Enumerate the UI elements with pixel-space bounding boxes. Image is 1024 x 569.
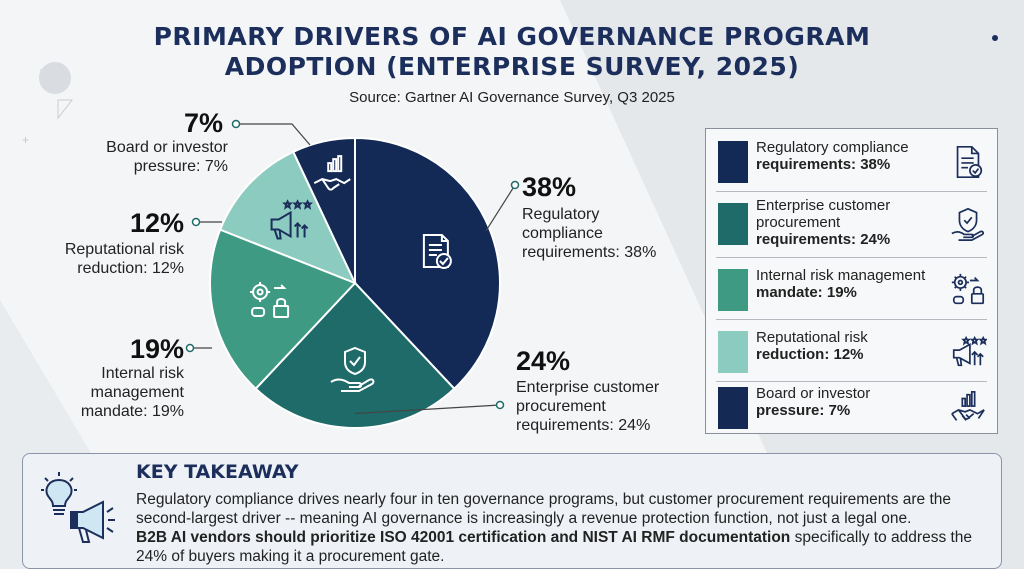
leader-dot-regulatory: [510, 180, 520, 190]
chart-title: PRIMARY DRIVERS OF AI GOVERNANCE PROGRAM…: [0, 22, 1024, 82]
slice-label-enterprise: Enterprise customer procurement requirem…: [516, 379, 660, 434]
slice-label-internal: Internal risk management mandate: 19%: [80, 365, 184, 420]
takeaway-title: KEY TAKEAWAY: [136, 461, 299, 483]
legend-swatch: [718, 387, 748, 429]
slice-pct-reputational: 12%: [130, 208, 185, 238]
slice-label-board: Board or investor pressure: 7%: [106, 139, 228, 175]
takeaway-body: Regulatory compliance drives nearly four…: [136, 491, 973, 565]
chart-legend: Regulatory compliance requirements: 38% E…: [705, 128, 998, 434]
leader-dot-board: [231, 119, 241, 129]
shield-hand-icon: [951, 207, 985, 242]
handshake-chart-icon: [951, 390, 985, 421]
pie-slice-enterprise: [254, 281, 456, 429]
gear-lock-icon: [250, 281, 290, 318]
slice-pct-board: 7%: [184, 108, 224, 138]
pie-slice-board: [291, 136, 356, 284]
svg-text:+: +: [22, 133, 29, 147]
legend-divider: [716, 381, 987, 382]
title-line-2: ADOPTION (ENTERPRISE SURVEY, 2025): [224, 52, 800, 81]
legend-divider: [716, 257, 987, 258]
shield-hand-icon: [330, 346, 375, 392]
key-takeaway-box: KEY TAKEAWAY Regulatory compliance drive…: [22, 453, 1002, 569]
legend-swatch: [718, 203, 748, 245]
slice-pct-regulatory: 38%: [522, 172, 577, 202]
legend-swatch: [718, 331, 748, 373]
leader-dot-internal: [185, 343, 195, 353]
legend-item-regulatory: Regulatory compliance requirements: 38%: [706, 133, 997, 191]
pie-slice-reputational: [218, 150, 357, 285]
legend-item-enterprise: Enterprise customer procurement requiremen…: [706, 195, 997, 253]
legend-swatch: [718, 141, 748, 183]
pie-slice-regulatory: [354, 136, 501, 391]
slice-label-reputational: Reputational risk reduction: 12%: [64, 241, 184, 277]
leader-dot-enterprise: [495, 400, 505, 410]
legend-item-internal: Internal risk management mandate: 19%: [706, 261, 997, 319]
legend-item-board: Board or investor pressure: 7%: [706, 379, 997, 437]
leader-line-regulatory: [485, 184, 516, 232]
legend-divider: [716, 319, 987, 320]
legend-divider: [716, 191, 987, 192]
document-check-icon: [422, 233, 452, 269]
slice-pct-internal: 19%: [130, 334, 185, 364]
document-check-icon: [956, 145, 983, 179]
lightbulb-megaphone-icon: [41, 472, 115, 543]
slice-pct-enterprise: 24%: [516, 346, 571, 376]
title-line-1: PRIMARY DRIVERS OF AI GOVERNANCE PROGRAM: [153, 22, 871, 51]
gear-lock-icon: [951, 273, 985, 305]
handshake-chart-icon: [313, 155, 351, 191]
leader-dot-reputational: [191, 217, 201, 227]
legend-item-reputational: Reputational risk reduction: 12%: [706, 323, 997, 381]
leader-line-board: [236, 123, 311, 146]
legend-swatch: [718, 269, 748, 311]
leader-line-enterprise: [354, 404, 501, 415]
megaphone-stars-icon: [952, 335, 987, 367]
slice-label-regulatory: Regulatory compliance requirements: 38%: [522, 206, 657, 261]
chart-source: Source: Gartner AI Governance Survey, Q3…: [349, 89, 675, 106]
megaphone-stars-icon: [270, 199, 313, 240]
